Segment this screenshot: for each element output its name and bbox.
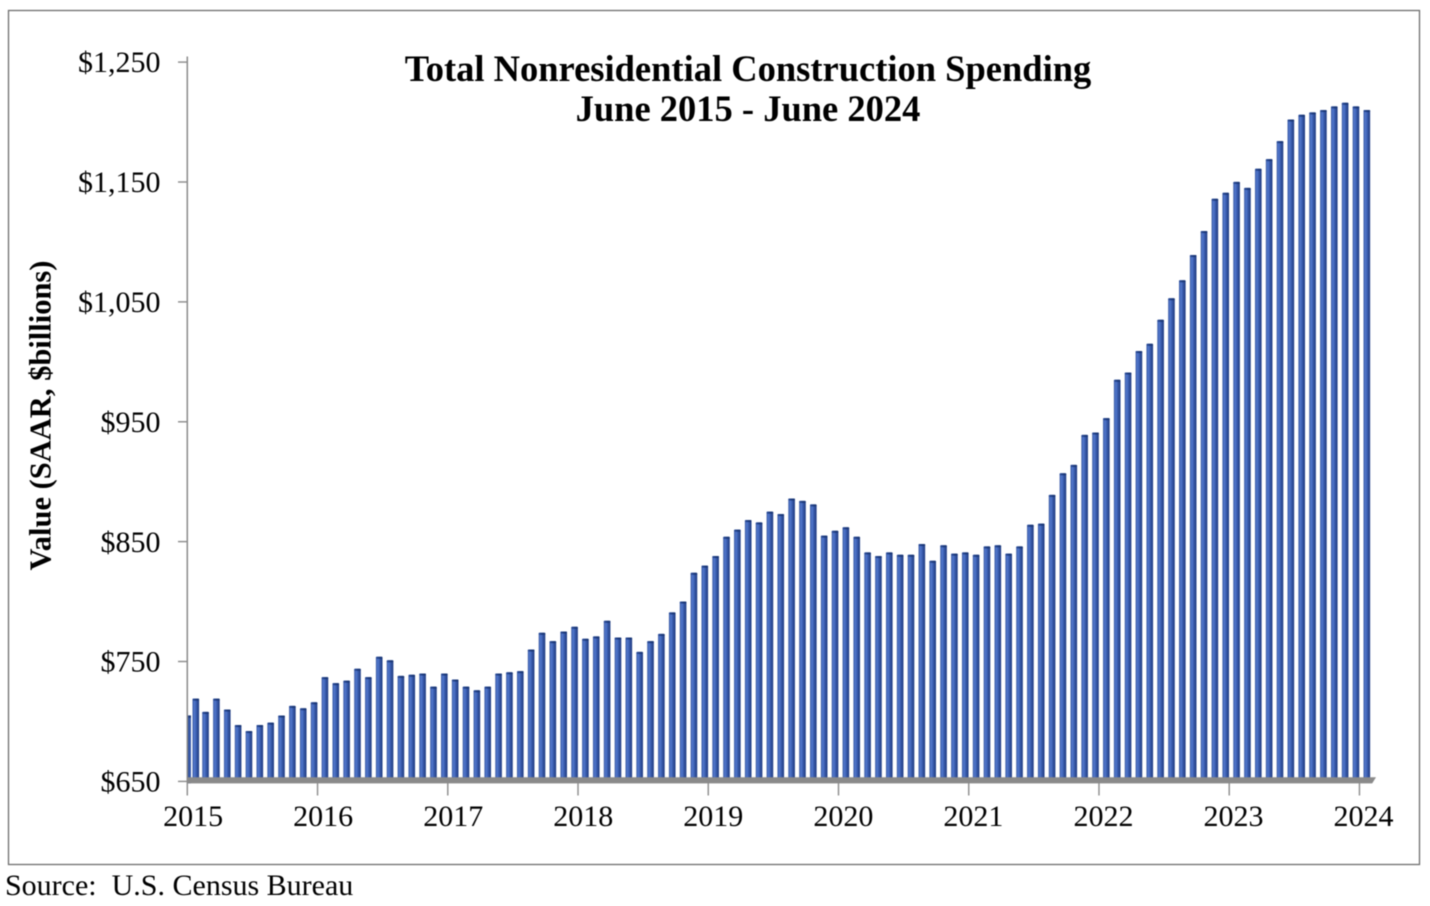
svg-text:$650: $650: [101, 766, 161, 799]
svg-text:2018: 2018: [553, 800, 613, 833]
svg-text:2022: 2022: [1074, 800, 1134, 833]
svg-text:$1,250: $1,250: [78, 46, 161, 79]
svg-text:2019: 2019: [683, 800, 743, 833]
svg-text:2024: 2024: [1334, 800, 1394, 833]
svg-text:Value (SAAR, $billions): Value (SAAR, $billions): [24, 261, 58, 571]
svg-text:2020: 2020: [813, 800, 873, 833]
svg-text:$850: $850: [101, 526, 161, 559]
svg-text:2023: 2023: [1204, 800, 1264, 833]
svg-text:$950: $950: [101, 406, 161, 439]
svg-text:Source: U.S. Census Bureau: Source: U.S. Census Bureau: [5, 869, 353, 902]
svg-text:$750: $750: [101, 646, 161, 679]
svg-text:2016: 2016: [293, 800, 353, 833]
svg-text:$1,150: $1,150: [78, 166, 161, 199]
svg-text:June 2015 - June 2024: June 2015 - June 2024: [576, 88, 921, 129]
svg-text:Total Nonresidential Construct: Total Nonresidential Construction Spendi…: [405, 48, 1092, 89]
svg-text:$1,050: $1,050: [78, 286, 161, 319]
svg-text:2015: 2015: [163, 800, 223, 833]
svg-text:2017: 2017: [423, 800, 483, 833]
svg-text:2021: 2021: [943, 800, 1003, 833]
